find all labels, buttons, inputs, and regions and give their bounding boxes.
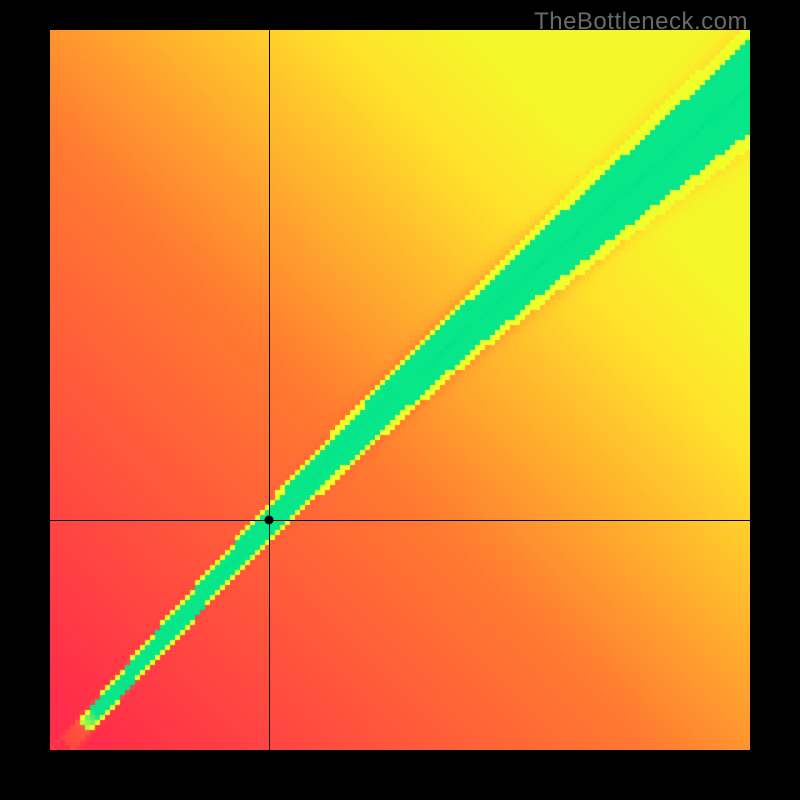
plot-area xyxy=(50,30,750,750)
crosshair-vertical xyxy=(269,30,270,750)
chart-frame: TheBottleneck.com xyxy=(0,0,800,800)
heatmap-canvas xyxy=(50,30,750,750)
watermark-text: TheBottleneck.com xyxy=(534,8,748,36)
crosshair-horizontal xyxy=(50,520,750,521)
marker-dot xyxy=(265,515,274,524)
